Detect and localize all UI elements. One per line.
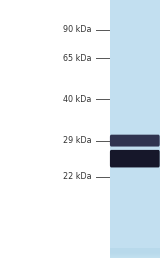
Bar: [110, 248, 160, 254]
Bar: [110, 248, 160, 253]
Bar: [110, 251, 160, 256]
Bar: [110, 251, 160, 256]
Bar: [110, 252, 160, 257]
Bar: [110, 251, 160, 256]
Bar: [110, 250, 160, 255]
FancyBboxPatch shape: [110, 135, 160, 147]
Bar: [110, 252, 160, 257]
Bar: [110, 252, 160, 257]
Bar: [110, 253, 160, 258]
Bar: [110, 248, 160, 254]
Text: 29 kDa: 29 kDa: [63, 136, 91, 145]
Bar: [110, 250, 160, 255]
Bar: [110, 252, 160, 257]
Bar: [110, 249, 160, 254]
Bar: [110, 253, 160, 258]
Bar: [110, 251, 160, 256]
Bar: [110, 252, 160, 257]
Bar: [110, 249, 160, 254]
Bar: [110, 249, 160, 254]
Bar: [110, 249, 160, 255]
Bar: [110, 251, 160, 256]
Bar: [110, 248, 160, 253]
Text: 40 kDa: 40 kDa: [63, 95, 91, 104]
Bar: [110, 248, 160, 253]
Bar: [110, 250, 160, 255]
Text: 65 kDa: 65 kDa: [63, 54, 91, 62]
Bar: [110, 248, 160, 253]
FancyBboxPatch shape: [110, 150, 160, 167]
Bar: [110, 250, 160, 255]
Bar: [110, 251, 160, 256]
Bar: [110, 251, 160, 256]
Bar: [110, 252, 160, 257]
Bar: [110, 249, 160, 254]
Bar: [110, 249, 160, 254]
Bar: [110, 252, 160, 257]
Bar: [110, 252, 160, 257]
Bar: [110, 250, 160, 255]
Bar: [110, 250, 160, 255]
Bar: [110, 249, 160, 254]
Bar: [110, 249, 160, 254]
Bar: [110, 248, 160, 253]
Bar: [110, 250, 160, 255]
Bar: [110, 253, 160, 258]
Bar: [110, 250, 160, 255]
Bar: [110, 252, 160, 257]
Bar: [110, 252, 160, 257]
Bar: [110, 249, 160, 255]
Bar: [110, 0, 160, 258]
Bar: [110, 251, 160, 256]
Bar: [110, 251, 160, 256]
Bar: [110, 248, 160, 253]
Bar: [110, 253, 160, 258]
Bar: [110, 251, 160, 256]
Text: 90 kDa: 90 kDa: [63, 25, 91, 34]
Bar: [110, 249, 160, 254]
Text: 22 kDa: 22 kDa: [63, 172, 91, 181]
